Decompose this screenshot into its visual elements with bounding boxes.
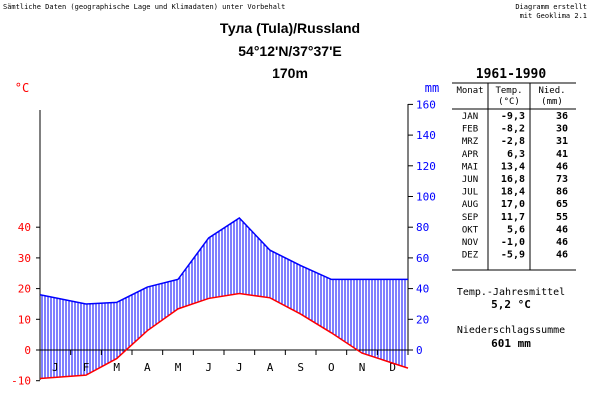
table-header-temp: Temp. [495,86,522,96]
table-month-cell: AUG [462,200,478,210]
table-temp-cell: 18,4 [501,187,525,198]
temp-tick-label: 30 [18,252,31,265]
month-label: A [267,361,274,374]
table-precip-cell: 55 [556,212,568,223]
month-label: J [236,361,243,374]
table-precip-cell: 65 [556,199,568,210]
table-month-cell: MAI [462,162,478,172]
table-temp-cell: 13,4 [501,161,525,172]
table-period: 1961-1990 [476,67,547,82]
annual-precip-label: Niederschlagssumme [457,325,565,336]
precip-axis-unit: mm [425,81,439,95]
table-precip-cell: 46 [556,161,568,172]
temp-tick-label: 0 [24,344,31,357]
precip-series-line [39,217,408,305]
disclaimer-text: Sämtliche Daten (geographische Lage und … [3,3,286,11]
month-label: S [297,361,304,374]
annual-temp-label: Temp.-Jahresmittel [457,287,565,298]
table-month-cell: JAN [462,112,478,122]
table-temp-cell: -2,8 [501,136,525,147]
precip-tick-label: 20 [416,313,429,326]
precip-tick-label: 140 [416,129,436,142]
table-temp-cell: -9,3 [501,111,525,122]
temp-axis-unit: °C [15,81,29,95]
table-temp-cell: 6,3 [507,149,525,160]
table-temp-cell: -1,0 [501,237,525,248]
credit-line-1: Diagramm erstellt [515,3,587,11]
table-unit-precip: (mm) [541,97,563,107]
month-label: M [175,361,182,374]
temp-tick-label: -10 [11,375,31,388]
table-header-month: Monat [456,86,483,96]
table-month-cell: FEB [462,125,478,135]
table-header-precip: Nied. [538,86,565,96]
chart-plot-area: J F M A M J J A S O N D °C -10 0 10 20 30 40 mm 0 20 40 60 80 100… [11,81,439,388]
table-precip-cell: 30 [556,124,568,135]
precip-tick-label: 60 [416,252,429,265]
precip-tick-label: 0 [416,344,423,357]
table-temp-cell: 5,6 [507,224,525,235]
table-month-cell: OKT [462,225,479,235]
month-label: O [328,361,335,374]
month-label: D [389,361,396,374]
table-month-cell: NOV [462,238,479,248]
table-precip-cell: 46 [556,250,568,261]
precip-tick-label: 160 [416,98,436,111]
table-month-cell: MRZ [462,137,479,147]
month-label: F [83,361,90,374]
table-month-cell: SEP [462,213,479,223]
station-coordinates: 54°12'N/37°37'E [238,43,342,59]
temp-tick-label: 20 [18,283,31,296]
table-precip-cell: 46 [556,237,568,248]
precip-tick-label: 120 [416,160,436,173]
station-title: Тула (Tula)/Russland [219,20,361,36]
table-precip-cell: 36 [556,111,568,122]
precip-tick-label: 80 [416,221,429,234]
credit-text: Diagramm erstellt mit Geoklima 2.1 [515,3,587,21]
temp-series-line [39,292,409,380]
table-unit-temp: (°C) [498,97,520,107]
table-precip-cell: 41 [556,149,568,160]
table-temp-cell: -8,2 [501,124,525,135]
table-temp-cell: 16,8 [501,174,525,185]
table-temp-cell: 17,0 [501,199,525,210]
month-label: N [359,361,366,374]
table-precip-cell: 73 [556,174,568,185]
station-elevation: 170m [272,65,308,81]
table-temp-cell: -5,9 [501,250,525,261]
annual-precip-value: 601 mm [491,337,531,350]
table-precip-cell: 46 [556,224,568,235]
annual-temp-value: 5,2 °C [491,298,531,311]
month-label: M [113,361,120,374]
table-month-cell: APR [462,150,479,160]
climate-table: 1961-1990 Monat Temp. Nied. (°C) (mm) JAN -9,3 3… [452,67,576,350]
month-label: A [144,361,151,374]
credit-line-2: mit Geoklima 2.1 [519,12,587,20]
temp-tick-label: 10 [18,313,31,326]
table-temp-cell: 11,7 [501,212,525,223]
month-label: J [52,361,59,374]
table-month-cell: JUN [462,175,478,185]
table-precip-cell: 31 [556,136,568,147]
table-precip-cell: 86 [556,187,568,198]
table-month-cell: JUL [462,188,478,198]
precip-tick-label: 40 [416,283,429,296]
precip-tick-label: 100 [416,191,436,204]
table-month-cell: DEZ [462,251,479,261]
temp-tick-label: 40 [18,221,31,234]
month-label: J [205,361,212,374]
